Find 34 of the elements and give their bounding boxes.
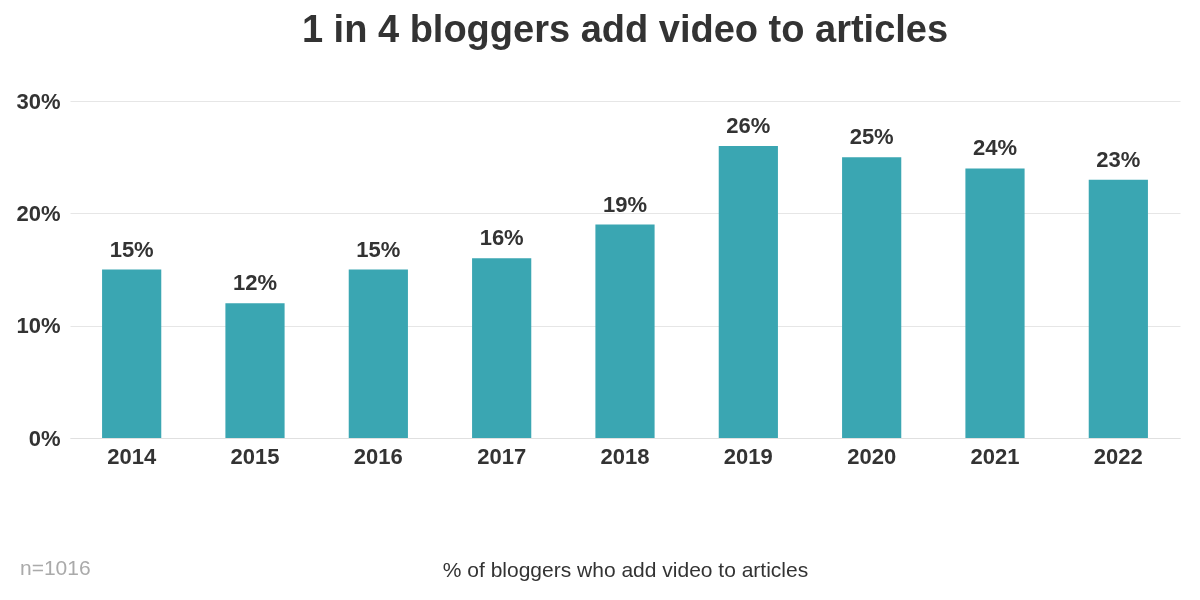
x-tick-label: 2018: [600, 443, 650, 469]
x-tick-label: 2021: [970, 443, 1020, 469]
bar: [225, 303, 285, 438]
y-tick-label: 10%: [16, 313, 61, 339]
data-label: 16%: [479, 225, 524, 251]
text: n=1016: [20, 556, 91, 580]
data-label: 19%: [602, 191, 648, 217]
y-tick-label: 0%: [28, 425, 61, 451]
bar: [102, 269, 162, 438]
data-label: 26%: [726, 112, 771, 138]
x-axis-title: % of bloggers who add video to articles: [442, 557, 809, 581]
data-label: 25%: [849, 124, 894, 150]
y-tick-label: 20%: [16, 200, 61, 226]
data-label: 15%: [109, 236, 154, 262]
y-tick-label: 30%: [16, 88, 61, 114]
x-tick-label: 2014: [107, 443, 157, 469]
x-tick-label: 2015: [230, 443, 280, 469]
bar: [842, 157, 902, 438]
bar: [965, 168, 1025, 438]
bar: [595, 224, 655, 438]
bar: [348, 269, 408, 438]
bar: [472, 258, 532, 438]
x-tick-label: 2017: [477, 443, 527, 469]
x-tick-label: 2022: [1093, 443, 1143, 469]
x-tick-label: 2019: [723, 443, 773, 469]
data-label: 24%: [972, 135, 1018, 161]
data-label: 15%: [356, 236, 401, 262]
data-label: 23%: [1096, 146, 1141, 172]
x-tick-label: 2020: [847, 443, 897, 469]
bar: [718, 145, 778, 438]
bar: [1088, 179, 1148, 438]
data-label: 12%: [232, 270, 278, 296]
chart-title: 1 in 4 bloggers add video to articles: [301, 8, 949, 50]
x-tick-label: 2016: [353, 443, 403, 469]
